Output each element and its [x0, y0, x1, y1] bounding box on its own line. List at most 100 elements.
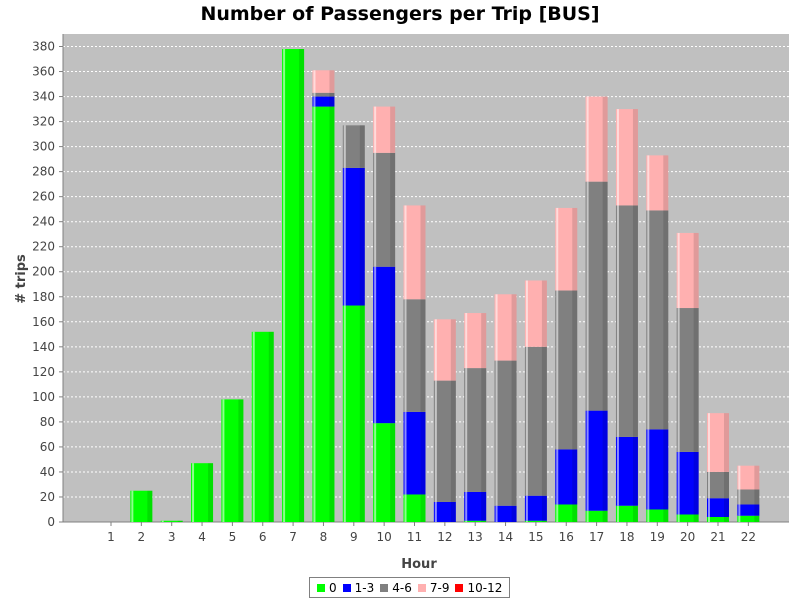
bar-0-hour-7 — [282, 49, 305, 523]
legend-swatch — [342, 583, 351, 592]
x-tick-label: 17 — [589, 530, 604, 544]
bar-4-6-hour-10 — [373, 152, 396, 267]
x-tick-label: 12 — [437, 530, 452, 544]
bar-highlight — [525, 346, 528, 496]
bar-0-hour-11 — [403, 494, 426, 522]
bar-shade — [663, 210, 669, 430]
bar-shade — [572, 449, 578, 505]
bar-shade — [450, 319, 456, 381]
bar-4-6-hour-20 — [676, 308, 699, 452]
bar-4-6-hour-18 — [615, 205, 638, 437]
bar-highlight — [677, 232, 680, 309]
x-tick-label: 8 — [320, 530, 328, 544]
bar-highlight — [738, 465, 741, 490]
bar-shade — [602, 510, 608, 522]
bar-7-9-hour-10 — [373, 106, 396, 153]
bar-highlight — [647, 429, 650, 510]
bar-4-6-hour-21 — [707, 471, 729, 499]
bar-shade — [693, 514, 699, 522]
bar-0-hour-10 — [373, 423, 396, 522]
bar-0-hour-17 — [585, 510, 608, 522]
bar-1-3-hour-17 — [585, 410, 608, 511]
bar-highlight — [434, 501, 437, 522]
bar-shade — [420, 411, 426, 495]
bar-highlight — [374, 423, 377, 522]
y-tick-label: 180 — [32, 290, 55, 304]
bar-shade — [511, 294, 517, 361]
bar-highlight — [465, 491, 468, 521]
bar-0-hour-13 — [464, 520, 487, 522]
legend-item-1-3: 1-3 — [342, 581, 374, 595]
x-tick-label: 21 — [710, 530, 725, 544]
legend-item-0: 0 — [317, 581, 337, 595]
bar-highlight — [586, 181, 589, 411]
bar-shade — [754, 465, 760, 490]
bar-highlight — [465, 313, 468, 369]
bar-1-3-hour-11 — [403, 411, 426, 495]
x-tick-label: 18 — [619, 530, 634, 544]
bar-7-9-hour-19 — [646, 155, 669, 211]
bar-shade — [663, 509, 669, 522]
bar-shade — [632, 505, 638, 522]
legend-item-10-12: 10-12 — [455, 581, 502, 595]
bar-shade — [724, 516, 729, 522]
bar-4-6-hour-14 — [494, 360, 517, 506]
bar-shade — [632, 109, 638, 206]
bar-1-3-hour-8 — [312, 96, 335, 107]
bar-0-hour-5 — [221, 399, 244, 522]
legend-label: 7-9 — [429, 580, 450, 595]
y-tick-label: 100 — [32, 390, 55, 404]
bar-highlight — [404, 411, 407, 495]
bar-shade — [420, 299, 426, 412]
y-tick-label: 240 — [32, 215, 55, 229]
bar-0-hour-21 — [707, 516, 729, 522]
bar-highlight — [616, 205, 619, 437]
bar-4-6-hour-12 — [433, 380, 456, 502]
bar-shade — [329, 70, 335, 93]
bar-shade — [754, 489, 760, 505]
bar-shade — [390, 423, 396, 522]
bar-7-9-hour-15 — [524, 280, 547, 347]
bar-4-6-hour-15 — [524, 346, 547, 496]
x-tick-label: 1 — [107, 530, 115, 544]
bar-highlight — [647, 210, 650, 430]
bar-0-hour-20 — [676, 514, 699, 522]
y-tick-label: 320 — [32, 115, 55, 129]
bar-7-9-hour-16 — [555, 207, 578, 291]
bar-highlight — [556, 207, 559, 291]
bar-highlight — [677, 308, 680, 452]
bar-highlight — [616, 109, 619, 206]
bar-0-hour-18 — [615, 505, 638, 522]
y-tick-label: 220 — [32, 240, 55, 254]
bar-highlight — [708, 516, 710, 522]
bar-shade — [754, 515, 760, 522]
bar-4-6-hour-13 — [464, 368, 487, 492]
bar-shade — [390, 266, 396, 424]
bar-highlight — [556, 504, 559, 522]
y-tick-label: 280 — [32, 165, 55, 179]
bar-highlight — [495, 294, 498, 361]
bar-highlight — [313, 70, 316, 93]
x-tick-label: 3 — [168, 530, 176, 544]
bar-4-6-hour-16 — [555, 290, 578, 450]
bar-1-3-hour-10 — [373, 266, 396, 424]
y-axis-label: # trips — [14, 254, 29, 304]
bar-shade — [724, 498, 729, 517]
bar-shade — [390, 106, 396, 153]
bar-1-3-hour-9 — [342, 167, 365, 306]
bar-shade — [208, 463, 214, 522]
bar-highlight — [586, 410, 589, 511]
bar-0-hour-22 — [737, 515, 760, 522]
x-tick-label: 16 — [559, 530, 574, 544]
bar-highlight — [495, 505, 498, 522]
bar-highlight — [465, 520, 468, 522]
legend-swatch — [317, 583, 325, 592]
legend-label: 10-12 — [467, 580, 503, 595]
bar-highlight — [343, 305, 346, 522]
bar-highlight — [374, 106, 377, 153]
bar-shade — [481, 491, 487, 521]
bar-highlight — [525, 520, 528, 522]
bar-highlight — [283, 49, 286, 523]
x-tick-label: 6 — [259, 530, 267, 544]
bar-shade — [329, 96, 335, 107]
